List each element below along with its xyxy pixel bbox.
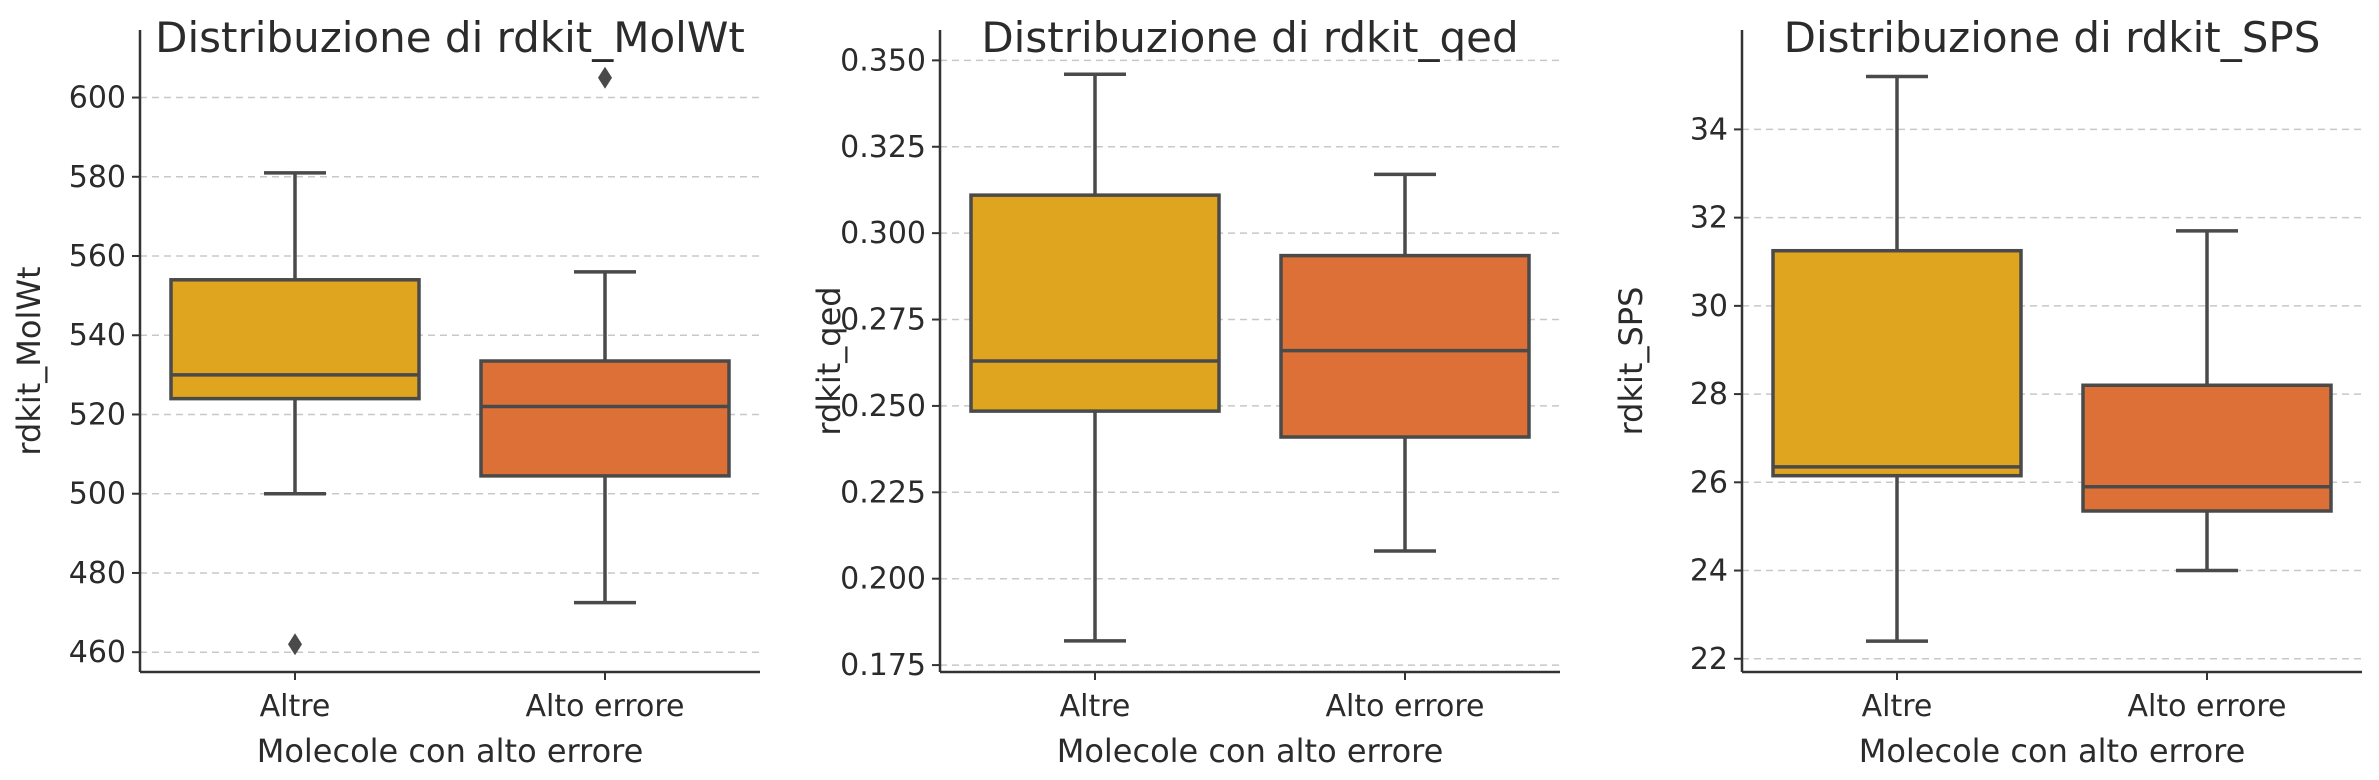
x-tick-label: Altre <box>1060 689 1131 724</box>
chart-qed: 0.175 0.200 0.225 0.250 0.275 0.300 0.325 0.350… <box>810 13 1560 770</box>
y-tick-label: 560 <box>69 239 126 274</box>
box-iqr <box>169 278 421 401</box>
y-tick-label: 500 <box>69 477 126 512</box>
box-iqr <box>1279 253 1531 439</box>
outlier-point <box>288 633 302 656</box>
x-tick-label: Altre <box>1862 689 1933 724</box>
box-sps-1 <box>2081 229 2333 573</box>
box-iqr <box>2081 383 2333 513</box>
box-qed-1 <box>1279 172 1531 553</box>
chart-sps: 22 24 26 28 30 32 34 Altre Alto errore Molecole c… <box>1612 13 2362 770</box>
y-tick-label: 34 <box>1690 112 1728 147</box>
box-iqr <box>479 359 731 478</box>
chart-title: Distribuzione di rdkit_qed <box>981 13 1518 62</box>
y-tick-label: 0.300 <box>840 216 926 251</box>
box-iqr <box>969 193 1221 413</box>
y-tick-label: 520 <box>69 397 126 432</box>
box-sps-0 <box>1771 74 2023 643</box>
y-tick-label: 0.250 <box>840 389 926 424</box>
y-tick-label: 28 <box>1690 377 1728 412</box>
y-axis-label: rdkit_MolWt <box>10 266 48 455</box>
y-tick-label: 26 <box>1690 465 1728 500</box>
chart-title: Distribuzione di rdkit_MolWt <box>155 13 745 62</box>
x-tick-label: Alto errore <box>1326 689 1485 724</box>
x-tick-label: Altre <box>260 689 331 724</box>
chart-title: Distribuzione di rdkit_SPS <box>1784 13 2321 62</box>
y-tick-label: 480 <box>69 556 126 591</box>
chart-molwt: 460 480 500 520 540 560 580 600 Altre Alto errore… <box>10 13 760 770</box>
y-axis-label: rdkit_qed <box>810 286 848 435</box>
y-tick-label: 460 <box>69 635 126 670</box>
outlier-point <box>598 66 612 89</box>
y-axis-label: rdkit_SPS <box>1612 287 1650 436</box>
x-axis-label: Molecole con alto errore <box>257 732 644 770</box>
box-qed-0 <box>969 72 1221 643</box>
y-tick-label: 32 <box>1690 201 1728 236</box>
y-tick-label: 0.225 <box>840 475 926 510</box>
x-axis-label: Molecole con alto errore <box>1057 732 1444 770</box>
y-tick-label: 0.275 <box>840 303 926 338</box>
y-tick-label: 30 <box>1690 289 1728 324</box>
y-tick-label: 0.325 <box>840 130 926 165</box>
y-tick-label: 580 <box>69 160 126 195</box>
y-tick-label: 540 <box>69 318 126 353</box>
box-iqr <box>1771 248 2023 478</box>
x-tick-label: Alto errore <box>526 689 685 724</box>
x-axis-label: Molecole con alto errore <box>1859 732 2246 770</box>
y-tick-label: 22 <box>1690 642 1728 677</box>
y-tick-label: 24 <box>1690 554 1728 589</box>
x-tick-label: Alto errore <box>2128 689 2287 724</box>
y-tick-label: 600 <box>69 81 126 116</box>
y-tick-label: 0.175 <box>840 648 926 683</box>
y-tick-label: 0.200 <box>840 562 926 597</box>
y-tick-label: 0.350 <box>840 43 926 78</box>
box-molwt-0 <box>169 171 421 656</box>
box-molwt-1 <box>479 66 731 605</box>
